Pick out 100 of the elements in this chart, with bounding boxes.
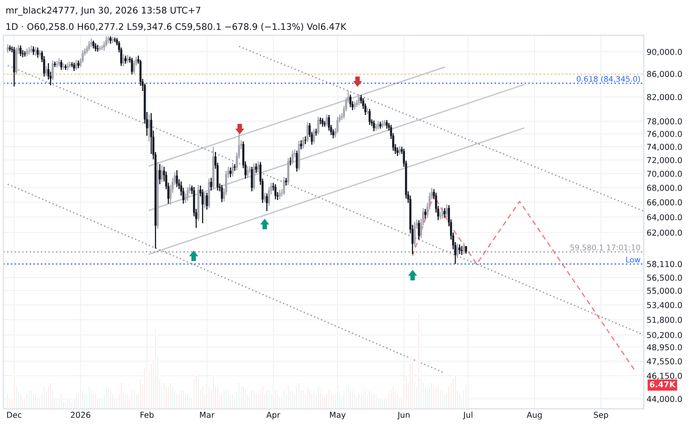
y-tick-label: 58,110.0 xyxy=(647,261,682,268)
y-tick-label: 62,000.0 xyxy=(647,230,682,237)
candlestick xyxy=(266,192,268,212)
candlestick xyxy=(88,40,90,52)
candlestick xyxy=(252,162,256,190)
y-tick-label: 53,400.0 xyxy=(647,302,682,309)
x-tick-label: Feb xyxy=(140,412,154,418)
candlestick xyxy=(312,128,315,144)
y-tick-label: 48,950.0 xyxy=(646,344,682,352)
candlestick xyxy=(264,192,266,203)
candlestick xyxy=(250,166,253,192)
candlestick xyxy=(204,191,206,209)
candlestick xyxy=(30,44,32,54)
y2-tick-label: 6.47K xyxy=(650,381,676,388)
candlestick xyxy=(462,242,465,255)
candlestick xyxy=(287,157,290,185)
candlestick xyxy=(300,140,302,150)
chart-title: mr_black24777, Jun 30, 2026 13:58 UTC+7 xyxy=(6,6,200,16)
candlestick xyxy=(13,46,16,87)
candlestick xyxy=(418,220,420,240)
candlestick xyxy=(52,60,54,81)
x-tick-label: Mar xyxy=(200,412,214,418)
candlestick xyxy=(158,164,161,185)
candlestick xyxy=(45,65,48,77)
y-tick-label: 82,000.0 xyxy=(647,94,682,101)
y-tick-label: 50,200.0 xyxy=(647,332,682,339)
candlestick xyxy=(60,59,62,70)
candlestick xyxy=(302,136,304,150)
candlestick xyxy=(122,53,124,68)
candlestick xyxy=(441,206,444,220)
candlestick xyxy=(368,108,371,126)
candlestick xyxy=(358,94,360,106)
candlestick xyxy=(460,245,463,256)
candlestick xyxy=(229,166,232,178)
candlestick xyxy=(234,164,236,172)
x-tick-label: Jun xyxy=(397,412,410,420)
x-tick-label: May xyxy=(330,412,346,420)
candlestick xyxy=(328,114,330,132)
y-tick-label: 66,000.0 xyxy=(647,199,682,206)
candlestick xyxy=(160,164,163,183)
candlestick xyxy=(210,177,212,192)
y-tick-label: 78,000.0 xyxy=(647,118,682,126)
candlestick xyxy=(15,46,18,75)
y-tick-label: 70,000.0 xyxy=(647,170,682,178)
x-tick-label: 2026 xyxy=(70,412,90,418)
y-tick-label: 68,000.0 xyxy=(647,184,682,192)
candlestick xyxy=(456,243,458,259)
candlestick xyxy=(36,46,39,58)
candlestick xyxy=(424,208,426,220)
candlestick xyxy=(90,38,92,48)
candlestick xyxy=(268,186,270,206)
candlestick xyxy=(66,62,69,72)
candlestick xyxy=(176,170,178,188)
candlestick xyxy=(232,162,234,177)
y-tick-label: 74,000.0 xyxy=(647,144,682,151)
candlestick xyxy=(377,120,380,130)
candlestick xyxy=(296,150,298,172)
candlestick xyxy=(208,178,210,209)
candlestick xyxy=(292,150,294,165)
candlestick xyxy=(202,188,204,224)
candlestick xyxy=(148,114,150,142)
x-tick-label: Sep xyxy=(594,412,608,420)
y-tick-label: 47,550.0 xyxy=(646,358,682,366)
candlestick xyxy=(22,50,24,58)
x-tick-label: Dec xyxy=(7,412,22,418)
candlestick xyxy=(458,244,461,255)
candlestick xyxy=(372,120,375,132)
y-tick-label: 44,000.0 xyxy=(646,396,682,403)
candlestick xyxy=(133,60,136,74)
y-tick-label: 72,000.0 xyxy=(647,157,682,164)
candlestick xyxy=(255,162,258,174)
chart-subtitle: 1D · O60,258.0 H60,277.2 L59,347.6 C59,580.1 −678.9 (−1.13%) Vol6.47K xyxy=(6,22,346,32)
candlestick xyxy=(282,176,286,196)
candlestick xyxy=(257,160,260,173)
candlestick xyxy=(186,186,189,202)
candlestick xyxy=(105,36,108,47)
candlestick xyxy=(82,50,84,64)
y-tick-label: 55,000.0 xyxy=(647,288,682,295)
candlestick xyxy=(306,122,309,143)
candlestick xyxy=(20,44,22,57)
x-tick-label: Apr xyxy=(266,412,280,420)
candlestick xyxy=(248,166,251,174)
y-tick-label: 86,000.0 xyxy=(647,70,682,78)
y-tick-label: 51,800.0 xyxy=(647,316,682,324)
y-tick-label: 64,000.0 xyxy=(647,214,682,222)
y-tick-label: 56,500.0 xyxy=(647,274,682,282)
y-tick-label: 76,000.0 xyxy=(647,130,682,138)
candlestick xyxy=(274,184,276,200)
candlestick xyxy=(246,166,249,178)
candlestick xyxy=(326,114,328,127)
y-tick-label: 46,150.0 xyxy=(646,372,682,380)
x-tick-label: Jul xyxy=(462,412,472,420)
candlestick xyxy=(349,94,352,108)
x-tick-label: Aug xyxy=(526,412,542,420)
y-tick-label: 90,000.0 xyxy=(647,48,682,56)
candlestick xyxy=(336,116,339,134)
candlestick xyxy=(444,208,446,218)
candlestick xyxy=(206,192,208,210)
candlestick xyxy=(414,221,416,248)
candlestick xyxy=(130,57,133,75)
